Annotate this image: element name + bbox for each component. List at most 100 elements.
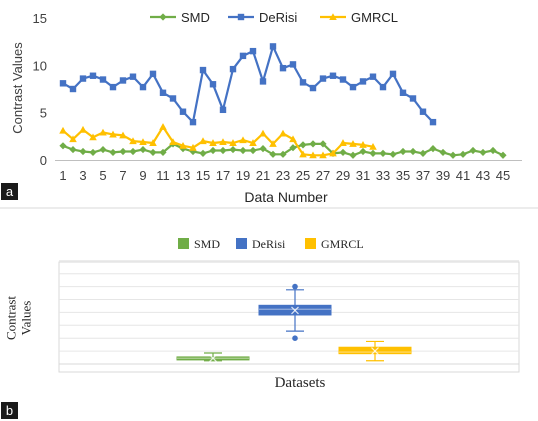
data-point-smd	[99, 145, 107, 154]
x-tick-label-a: 31	[356, 168, 370, 183]
data-point-gmrcl	[269, 140, 277, 147]
series-line-derisi	[62, 45, 434, 124]
legend-item-b-smd: SMD	[178, 237, 220, 251]
data-point-gmrcl	[289, 135, 297, 143]
data-point-gmrcl	[329, 149, 337, 157]
data-point-smd	[159, 148, 167, 157]
data-point-smd	[289, 144, 297, 152]
data-point-smd	[279, 150, 287, 158]
data-point-gmrcl	[149, 139, 157, 146]
data-point-gmrcl	[59, 126, 67, 134]
y-axis-label-b: ContrastValues	[3, 296, 33, 340]
data-point-derisi	[339, 76, 347, 83]
data-point-smd	[209, 146, 217, 155]
data-point-smd	[339, 148, 347, 157]
data-point-smd	[269, 150, 277, 158]
data-point-smd	[259, 145, 267, 153]
data-point-derisi	[89, 72, 97, 79]
legend-item-a-derisi: DeRisi	[228, 10, 297, 25]
data-point-derisi	[189, 118, 197, 126]
data-point-gmrcl	[69, 135, 77, 143]
data-point-smd	[79, 147, 87, 156]
x-axis-label-b: Datasets	[275, 375, 326, 391]
series-gmrcl	[59, 123, 377, 159]
data-point-derisi	[79, 75, 87, 82]
data-point-derisi	[219, 106, 227, 114]
x-tick-label-a: 7	[119, 168, 126, 183]
legend-marker	[237, 13, 245, 21]
data-point-gmrcl	[199, 137, 207, 145]
legend-item-b-derisi: DeRisi	[236, 237, 286, 251]
data-point-smd	[139, 145, 147, 154]
x-tick-label-a: 13	[176, 168, 190, 183]
x-tick-label-a: 1	[59, 168, 66, 183]
data-point-derisi	[299, 79, 307, 86]
data-point-smd	[389, 150, 397, 158]
x-tick-label-a: 15	[196, 168, 210, 183]
legend-b: SMD DeRisi GMRCL	[178, 237, 364, 251]
mean-marker	[291, 306, 299, 315]
legend-label: GMRCL	[321, 237, 364, 251]
data-point-gmrcl	[309, 151, 317, 159]
data-point-smd	[379, 149, 387, 157]
x-tick-label-a: 5	[99, 168, 106, 183]
data-point-smd	[109, 148, 117, 157]
data-point-gmrcl	[249, 139, 257, 146]
data-point-smd	[479, 148, 487, 157]
series-derisi	[59, 43, 437, 126]
data-point-derisi	[59, 80, 67, 87]
legend-label: GMRCL	[351, 10, 398, 25]
plot-area-b	[58, 261, 520, 373]
data-point-derisi	[209, 81, 217, 88]
x-tick-label-a: 11	[156, 168, 170, 183]
data-point-gmrcl	[109, 130, 117, 138]
legend-swatch	[236, 238, 247, 249]
y-axis-label-line-b: Contrast	[3, 296, 18, 340]
data-point-gmrcl	[239, 136, 247, 144]
data-point-derisi	[239, 52, 247, 60]
data-point-smd	[89, 148, 97, 157]
y-axis-label-a: Contrast Values	[10, 42, 25, 134]
mean-marker	[209, 354, 217, 363]
data-point-smd	[419, 149, 427, 157]
data-point-smd	[489, 146, 497, 155]
x-tick-label-a: 3	[79, 168, 86, 183]
data-point-derisi	[199, 66, 207, 74]
data-point-smd	[119, 147, 127, 156]
legend-item-b-gmrcl: GMRCL	[305, 237, 364, 251]
data-point-derisi	[249, 47, 257, 55]
data-point-gmrcl	[189, 143, 197, 151]
data-point-derisi	[409, 95, 417, 102]
data-point-derisi	[269, 43, 277, 50]
data-point-derisi	[259, 78, 267, 85]
data-point-smd	[319, 140, 327, 148]
data-point-gmrcl	[89, 133, 97, 141]
x-tick-label-a: 35	[396, 168, 410, 183]
x-tick-label-a: 39	[436, 168, 450, 183]
data-point-smd	[129, 147, 137, 156]
data-point-gmrcl	[359, 141, 367, 148]
legend-a: SMD DeRisi GMRCL	[150, 10, 398, 25]
data-point-derisi	[419, 108, 427, 115]
data-point-smd	[399, 147, 407, 156]
legend-marker	[159, 13, 167, 21]
data-point-derisi	[149, 70, 157, 78]
data-point-smd	[219, 146, 227, 155]
data-point-derisi	[139, 83, 147, 91]
series-smd	[59, 140, 507, 159]
x-tick-label-a: 21	[256, 168, 270, 183]
data-point-derisi	[179, 108, 187, 115]
data-point-derisi	[289, 61, 297, 68]
data-point-smd	[69, 145, 77, 154]
data-point-gmrcl	[339, 139, 347, 146]
legend-label: DeRisi	[259, 10, 297, 25]
x-tick-label-a: 41	[456, 168, 470, 183]
x-tick-label-a: 33	[376, 168, 390, 183]
outlier-point	[292, 335, 298, 342]
data-point-derisi	[169, 95, 177, 102]
data-point-gmrcl	[299, 150, 307, 158]
panel-label-b: b	[1, 402, 18, 419]
